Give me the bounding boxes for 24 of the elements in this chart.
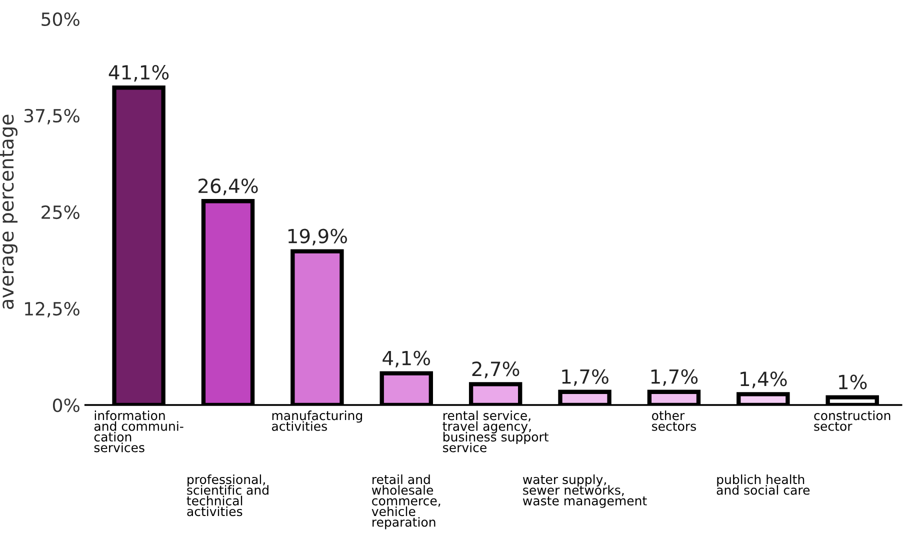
data-label: 4,1% <box>382 350 430 368</box>
data-label: 19,9% <box>288 228 347 246</box>
y-tick-label: 50% <box>42 12 80 26</box>
x-tick-label: retail and wholesale commerce, vehicle reparation <box>372 474 440 530</box>
x-tick-label: manufacturing activities <box>272 410 362 431</box>
data-label: 1,7% <box>651 369 698 386</box>
y-tick-label: 25% <box>42 205 80 220</box>
data-label: 1% <box>839 374 867 390</box>
data-label: 1,4% <box>740 372 787 388</box>
data-label: 2,7% <box>472 362 520 378</box>
x-tick-label: rental service, travel agency, business support service <box>442 410 548 452</box>
x-tick-label: water supply, sewer networks, waste management <box>522 474 647 508</box>
y-tick-label: 12,5% <box>25 302 80 318</box>
y-axis-title: average percentage <box>0 114 18 310</box>
y-tick-label: 37,5% <box>24 108 80 124</box>
x-tick-label: professional, scientific and technical activities <box>186 474 268 516</box>
x-tick-label: construction sector <box>814 410 890 431</box>
data-label: 1,7% <box>562 369 608 386</box>
data-label: 41,1% <box>108 64 169 82</box>
x-tick-label: information and communi- cation services <box>94 410 184 452</box>
data-label: 26,4% <box>198 178 258 196</box>
y-tick-label: 0% <box>52 398 80 412</box>
x-tick-label: publich health and social care <box>716 474 810 495</box>
x-tick-label: other sectors <box>652 410 696 431</box>
